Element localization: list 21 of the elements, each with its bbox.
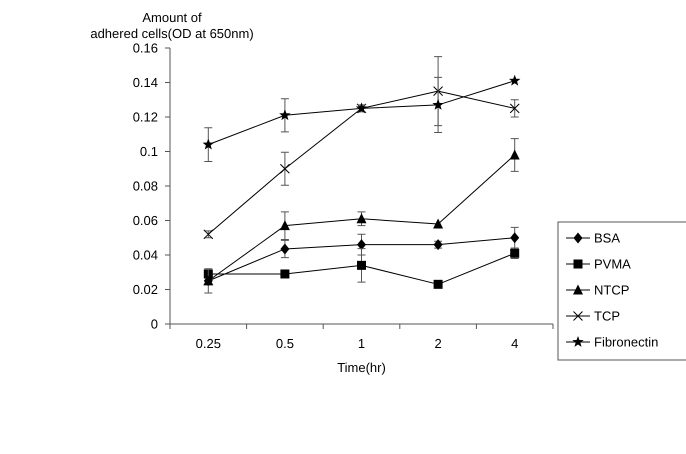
y-tick-label: 0.04 (132, 248, 158, 263)
y-tick-label: 0.06 (132, 213, 158, 228)
legend-label: Fibronectin (594, 334, 658, 350)
x-tick-label: 0.25 (196, 336, 221, 351)
x-tick-label: 0.5 (276, 336, 294, 351)
x-axis-title: Time(hr) (337, 360, 386, 375)
y-axis-title: Amount of adhered cells(OD at 650nm) (90, 10, 254, 41)
x-tick-label: 2 (434, 336, 442, 351)
y-tick-label: 0.08 (132, 178, 158, 194)
y-tick-label: 0 (150, 316, 158, 332)
legend-label: NTCP (594, 282, 630, 298)
x-tick-label: 1 (358, 336, 366, 351)
y-tick-label: 0.1 (140, 144, 158, 160)
y-tick-label: 0.12 (132, 110, 158, 125)
y-tick-label: 0.14 (132, 75, 158, 90)
legend-label: PVMA (594, 256, 632, 272)
y-tick-label: 0.02 (132, 282, 158, 298)
legend-label: TCP (594, 308, 620, 324)
x-tick-label: 4 (511, 336, 518, 351)
y-tick-label: 0.16 (132, 40, 158, 56)
legend-label: BSA (594, 230, 620, 246)
